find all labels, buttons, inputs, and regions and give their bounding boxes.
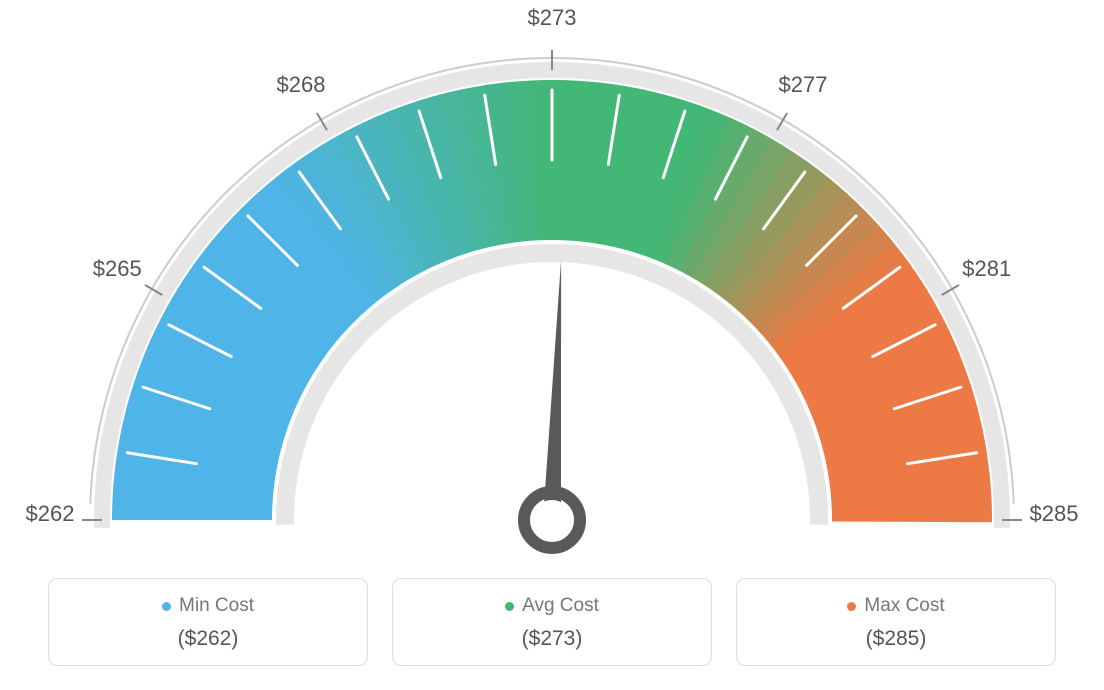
legend-label-max: Max Cost (864, 595, 944, 617)
legend-dot-max (847, 602, 856, 611)
gauge-tick-label: $268 (277, 72, 326, 98)
gauge-chart: $262 $265 $268 $273 $277 $281 $285 (0, 0, 1104, 560)
legend-card-max: Max Cost ($285) (736, 578, 1056, 666)
legend-card-min: Min Cost ($262) (48, 578, 368, 666)
gauge-tick-label: $285 (1030, 501, 1079, 527)
legend-label-avg: Avg Cost (522, 595, 599, 617)
legend-card-avg: Avg Cost ($273) (392, 578, 712, 666)
legend-dot-avg (505, 602, 514, 611)
legend-label-min: Min Cost (179, 595, 254, 617)
legend-value-avg: ($273) (405, 627, 699, 651)
legend-title-min: Min Cost (162, 595, 254, 617)
legend-title-max: Max Cost (847, 595, 944, 617)
gauge-tick-label: $262 (26, 501, 75, 527)
legend-dot-min (162, 602, 171, 611)
legend-value-max: ($285) (749, 627, 1043, 651)
legend-value-min: ($262) (61, 627, 355, 651)
gauge-tick-label: $281 (962, 256, 1011, 282)
legend-row: Min Cost ($262) Avg Cost ($273) Max Cost… (0, 578, 1104, 666)
gauge-tick-label: $265 (93, 256, 142, 282)
legend-title-avg: Avg Cost (505, 595, 599, 617)
gauge-svg (0, 0, 1104, 560)
gauge-tick-label: $277 (779, 72, 828, 98)
gauge-tick-label: $273 (528, 5, 577, 31)
